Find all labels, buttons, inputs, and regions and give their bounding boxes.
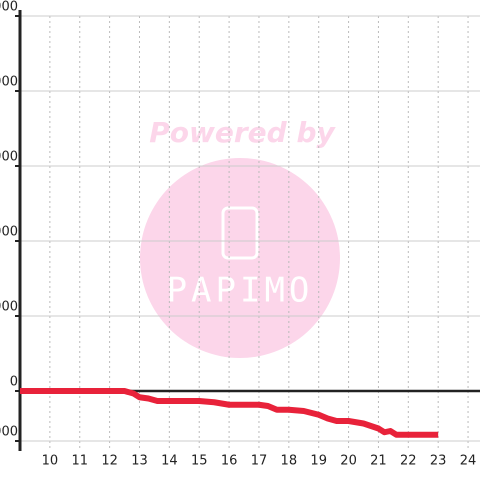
x-tick-label: 24 <box>460 454 477 469</box>
line <box>20 388 439 438</box>
y-tick-label: 120,000 <box>0 75 18 90</box>
x-tick-label: 23 <box>430 454 447 469</box>
x-tick-label: 20 <box>340 454 357 469</box>
watermark-logo: PAPIMO <box>167 271 314 311</box>
x-tick-label: 19 <box>310 454 327 469</box>
y-tick-label: 90,000 <box>0 150 18 165</box>
x-tick-label: 10 <box>42 454 59 469</box>
watermark-icon <box>221 206 259 260</box>
x-tick-label: 13 <box>131 454 148 469</box>
x-tick-label: 16 <box>221 454 238 469</box>
x-tick-label: 15 <box>191 454 208 469</box>
x-tick-label: 17 <box>251 454 268 469</box>
y-tick-label: 60,000 <box>0 225 18 240</box>
x-tick-label: 18 <box>281 454 298 469</box>
x-tick-label: 12 <box>101 454 118 469</box>
x-tick-label: 22 <box>400 454 417 469</box>
y-tick-label: 0 <box>10 375 18 390</box>
x-tick-label: 21 <box>370 454 387 469</box>
x-tick-label: 14 <box>161 454 178 469</box>
x-tick-label: 11 <box>71 454 88 469</box>
y-tick-label: 150,000 <box>0 0 18 15</box>
y-tick-label: -20,000 <box>0 425 18 440</box>
y-tick-label: 30,000 <box>0 300 18 315</box>
watermark-text: Powered by <box>149 116 336 149</box>
